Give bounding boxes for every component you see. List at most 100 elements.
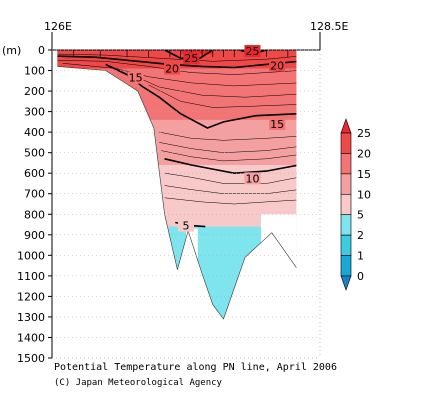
field-cell (169, 140, 176, 143)
field-cell (89, 185, 96, 188)
field-cell (186, 158, 192, 162)
field-cell (169, 316, 176, 319)
field-cell (207, 310, 214, 314)
field-cell (223, 109, 230, 112)
field-cell (94, 171, 101, 174)
field-cell (110, 103, 117, 106)
field-cell (218, 148, 224, 152)
field-cell (89, 249, 96, 252)
field-cell (239, 54, 246, 57)
field-cell (79, 333, 85, 335)
field-cell (169, 201, 176, 205)
field-cell (148, 255, 155, 258)
field-cell (212, 199, 219, 203)
field-cell (148, 189, 155, 193)
field-cell (228, 144, 235, 147)
field-cell (191, 193, 198, 197)
field-cell (132, 148, 139, 152)
field-cell (239, 58, 246, 61)
field-cell (137, 146, 144, 149)
field-cell (169, 115, 176, 119)
field-cell (84, 288, 90, 291)
field-cell (223, 167, 230, 170)
field-cell (223, 247, 230, 250)
field-cell (159, 162, 165, 166)
field-cell (191, 298, 198, 301)
field-cell (159, 91, 165, 94)
field-cell (89, 277, 96, 281)
field-cell (100, 128, 106, 131)
field-cell (207, 234, 214, 238)
field-cell (175, 316, 182, 319)
field-cell (218, 185, 224, 188)
field-cell (148, 273, 155, 277)
field-cell (116, 117, 123, 121)
field-cell (57, 123, 58, 127)
field-cell (164, 294, 171, 297)
field-cell (132, 294, 139, 297)
field-cell (116, 228, 123, 232)
field-cell (84, 164, 90, 168)
field-cell (228, 201, 235, 205)
field-cell (218, 179, 224, 182)
field-cell (127, 54, 133, 57)
field-cell (202, 117, 208, 121)
field-cell (196, 84, 203, 88)
field-cell (196, 288, 203, 291)
field-cell (207, 290, 214, 293)
field-cell (127, 101, 133, 104)
field-cell (223, 160, 230, 164)
field-cell (196, 284, 203, 287)
field-cell (105, 224, 112, 227)
field-cell (100, 288, 106, 291)
field-cell (116, 134, 123, 137)
field-cell (212, 144, 219, 147)
field-cell (223, 255, 230, 258)
field-cell (94, 247, 101, 250)
field-cell (218, 56, 224, 59)
field-cell (116, 99, 123, 102)
field-cell (196, 78, 203, 82)
field-cell (121, 117, 128, 121)
field-cell (78, 316, 85, 319)
field-cell (78, 64, 85, 67)
field-cell (116, 132, 123, 135)
field-cell (153, 99, 160, 102)
field-cell (153, 286, 160, 289)
field-cell (239, 191, 246, 195)
field-cell (100, 310, 106, 314)
field-cell (148, 243, 155, 246)
field-cell (78, 97, 85, 100)
field-cell (228, 130, 235, 133)
field-cell (73, 105, 80, 108)
field-cell (180, 150, 187, 154)
field-cell (137, 183, 144, 186)
field-cell (105, 111, 112, 115)
field-cell (84, 208, 90, 211)
field-cell (84, 197, 90, 201)
field-cell (229, 335, 235, 337)
field-cell (148, 175, 155, 178)
field-cell (180, 263, 187, 266)
field-cell (207, 185, 214, 188)
field-cell (78, 101, 85, 104)
field-cell (122, 331, 128, 333)
field-cell (57, 308, 64, 312)
field-cell (159, 154, 165, 158)
field-cell (191, 279, 198, 283)
field-cell (62, 187, 69, 191)
field-cell (164, 204, 171, 207)
field-cell (164, 277, 171, 281)
field-cell (73, 259, 80, 262)
field-cell (94, 199, 101, 203)
field-cell (78, 263, 85, 266)
field-cell (110, 195, 117, 199)
field-cell (228, 306, 235, 310)
field-cell (153, 296, 160, 299)
field-cell (116, 195, 123, 199)
field-cell (234, 50, 240, 53)
field-cell (223, 232, 230, 236)
field-cell (73, 136, 80, 139)
field-cell (175, 277, 182, 281)
field-cell (223, 99, 230, 102)
